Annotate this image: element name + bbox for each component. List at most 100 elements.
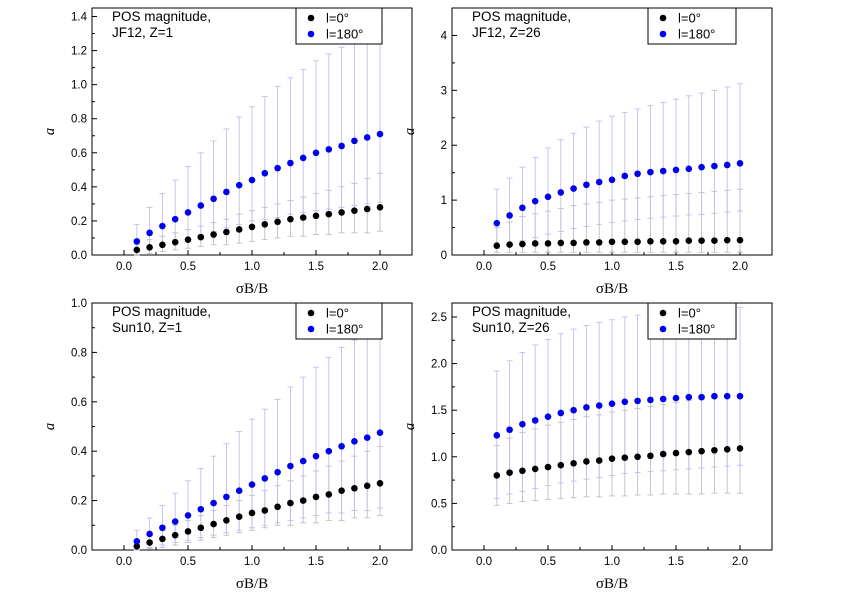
- data-point-l0: [261, 221, 269, 228]
- data-point-l0: [736, 445, 744, 452]
- panel-title-line: JF12, Z=26: [472, 25, 541, 40]
- data-point-l0: [325, 210, 333, 218]
- x-tick-label: 1.0: [604, 556, 620, 568]
- y-axis-label: a: [42, 128, 58, 136]
- y-tick-label: 1: [441, 195, 447, 207]
- data-point-l180: [133, 238, 141, 245]
- data-point-l0: [159, 535, 166, 543]
- data-point-l0: [544, 240, 552, 247]
- data-point-l0: [197, 233, 205, 241]
- y-tick-label: 2: [441, 140, 447, 152]
- data-point-l180: [506, 426, 513, 434]
- panel-sun10-z26: 0.0 0.5 1.0 1.5 2.0 0.0 0.5 1.0 1.5 2.0 2.5 σB/B a PO…: [402, 302, 773, 592]
- data-point-l0: [287, 499, 294, 507]
- data-point-l180: [171, 518, 179, 525]
- x-tick-label: 1.5: [668, 556, 684, 568]
- data-point-l0: [351, 207, 358, 215]
- data-point-l0: [312, 493, 320, 501]
- data-point-l180: [583, 404, 590, 411]
- panel-title-line: POS magnitude,: [472, 304, 571, 319]
- data-point-l0: [287, 215, 294, 223]
- data-point-l180: [698, 393, 705, 401]
- panel-title-line: Sun10, Z=1: [112, 320, 182, 335]
- x-tick-label: 1.0: [244, 261, 260, 273]
- y-tick-label: 0.5: [431, 498, 447, 510]
- data-point-l180: [159, 524, 166, 532]
- data-point-l0: [312, 212, 320, 220]
- data-point-l180: [248, 481, 256, 488]
- panel-title-line: JF12, Z=1: [112, 25, 173, 40]
- data-point-l180: [685, 165, 693, 173]
- data-point-l0: [595, 239, 603, 246]
- data-point-l0: [506, 469, 513, 476]
- legend-box: [647, 302, 737, 340]
- legend-marker: [307, 325, 315, 333]
- data-point-l0: [685, 448, 693, 456]
- data-point-l0: [248, 509, 256, 517]
- data-point-l0: [299, 497, 307, 504]
- y-tick-label: 0.2: [71, 496, 87, 508]
- data-point-l0: [210, 520, 217, 528]
- data-point-l0: [506, 241, 513, 248]
- data-point-l180: [376, 429, 384, 436]
- legend-marker: [659, 325, 667, 333]
- data-point-l0: [274, 503, 281, 511]
- data-point-l0: [376, 480, 384, 487]
- data-point-l0: [248, 223, 256, 231]
- legend-marker: [307, 309, 315, 317]
- legend-label: l=180°: [326, 27, 363, 42]
- y-axis-label: a: [402, 128, 418, 136]
- data-point-l180: [325, 146, 333, 153]
- data-point-l0: [583, 458, 590, 465]
- data-point-l0: [171, 238, 179, 246]
- data-point-l180: [736, 392, 744, 400]
- data-point-l180: [711, 162, 718, 170]
- y-tick-label: 4: [441, 30, 448, 42]
- data-point-l0: [723, 236, 731, 244]
- y-tick-label: 1.0: [71, 80, 87, 92]
- data-point-l0: [531, 240, 539, 247]
- data-point-l180: [235, 487, 243, 495]
- data-point-l0: [223, 228, 230, 236]
- data-point-l0: [338, 487, 345, 495]
- data-point-l180: [133, 538, 141, 545]
- data-point-l180: [159, 222, 166, 230]
- data-point-l0: [698, 447, 705, 455]
- legend-box: [647, 7, 737, 45]
- data-point-l180: [223, 188, 230, 196]
- data-point-l180: [338, 142, 345, 150]
- data-point-l180: [531, 417, 539, 424]
- data-point-l0: [570, 460, 577, 467]
- data-point-l0: [647, 452, 654, 460]
- data-point-l180: [299, 457, 307, 465]
- data-point-l180: [634, 397, 641, 405]
- y-tick-label: 0.0: [71, 250, 87, 262]
- y-axis-label: a: [42, 423, 58, 431]
- x-tick-label: 0.5: [540, 556, 556, 568]
- x-tick-label: 1.0: [604, 261, 620, 273]
- data-point-l0: [146, 539, 153, 546]
- data-point-l0: [634, 453, 641, 461]
- y-tick-label: 2.5: [431, 312, 447, 324]
- data-point-l0: [235, 226, 243, 233]
- y-tick-label: 0.6: [71, 148, 87, 160]
- data-point-l180: [583, 181, 590, 189]
- data-point-l180: [621, 398, 629, 406]
- data-point-l0: [634, 238, 641, 246]
- data-point-l0: [363, 205, 371, 213]
- data-point-l0: [210, 231, 217, 238]
- data-point-l180: [235, 181, 243, 189]
- data-point-l180: [171, 215, 179, 223]
- data-point-l180: [325, 447, 333, 455]
- data-point-l180: [184, 209, 192, 216]
- data-point-l180: [210, 195, 217, 203]
- data-point-l0: [171, 531, 179, 539]
- data-point-l0: [685, 237, 693, 245]
- x-axis-label: σB/B: [236, 576, 268, 592]
- data-point-l180: [608, 176, 616, 184]
- panel-sun10-z1: 0.0 0.5 1.0 1.5 2.0 0.0 0.2 0.4 0.6 0.8 1.0 σB/B a PO…: [42, 298, 413, 592]
- data-point-l180: [184, 512, 192, 519]
- data-point-l180: [146, 530, 153, 538]
- data-point-l180: [493, 219, 501, 227]
